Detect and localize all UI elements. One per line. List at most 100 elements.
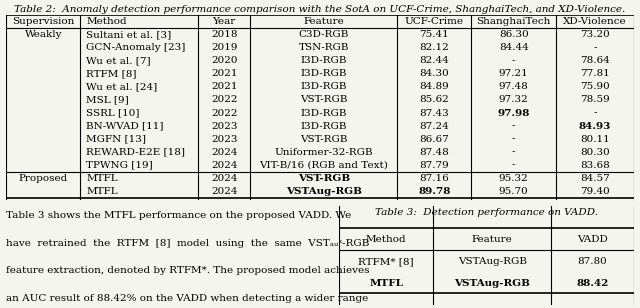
Text: VST-RGB: VST-RGB [300,95,348,104]
Text: TSN-RGB: TSN-RGB [298,43,349,52]
Text: 95.70: 95.70 [499,187,529,196]
Text: 87.24: 87.24 [419,122,449,131]
Text: Weakly: Weakly [24,30,62,39]
Text: 2024: 2024 [211,174,237,183]
Text: 2021: 2021 [211,83,237,91]
Text: 87.16: 87.16 [419,174,449,183]
Text: RTFM [8]: RTFM [8] [86,70,137,79]
Text: 95.32: 95.32 [499,174,529,183]
Text: MTFL: MTFL [86,187,118,196]
Text: ShanghaiTech: ShanghaiTech [477,18,551,26]
Text: 80.11: 80.11 [580,135,610,144]
Text: UCF-Crime: UCF-Crime [405,18,464,26]
Text: 77.81: 77.81 [580,70,610,79]
Text: 97.32: 97.32 [499,95,529,104]
Text: 75.90: 75.90 [580,83,610,91]
Text: -: - [512,122,515,131]
Text: 82.12: 82.12 [419,43,449,52]
Text: 87.79: 87.79 [419,160,449,170]
Text: RTFM* [8]: RTFM* [8] [358,257,414,266]
Text: 84.44: 84.44 [499,43,529,52]
Text: 2022: 2022 [211,95,237,104]
Text: I3D-RGB: I3D-RGB [300,70,347,79]
Text: VST-RGB: VST-RGB [298,174,350,183]
Text: 86.30: 86.30 [499,30,529,39]
Text: Feature: Feature [303,18,344,26]
Text: 2018: 2018 [211,30,237,39]
Text: have  retrained  the  RTFM  [8]  model  using  the  same  VSTₐᵤᵏ-RGB: have retrained the RTFM [8] model using … [6,239,370,248]
Text: an AUC result of 88.42% on the VADD when detecting a wider range: an AUC result of 88.42% on the VADD when… [6,294,369,303]
Text: 2024: 2024 [211,187,237,196]
Text: VIT-B/16 (RGB and Text): VIT-B/16 (RGB and Text) [259,160,388,170]
Text: VST-RGB: VST-RGB [300,135,348,144]
Text: MSL [9]: MSL [9] [86,95,129,104]
Text: feature extraction, denoted by RTFM*. The proposed model achieves: feature extraction, denoted by RTFM*. Th… [6,266,370,275]
Text: Supervision: Supervision [12,18,74,26]
Text: 83.68: 83.68 [580,160,610,170]
Text: Table 2:  Anomaly detection performance comparison with the SotA on UCF-Crime, S: Table 2: Anomaly detection performance c… [14,5,626,14]
Text: VSTAug-RGB: VSTAug-RGB [454,279,531,288]
Text: C3D-RGB: C3D-RGB [298,30,349,39]
Text: 97.98: 97.98 [497,108,530,118]
Text: MGFN [13]: MGFN [13] [86,135,147,144]
Text: -: - [512,148,515,156]
Text: 89.78: 89.78 [418,187,451,196]
Text: Uniformer-32-RGB: Uniformer-32-RGB [275,148,373,156]
Text: 2020: 2020 [211,56,237,65]
Text: Table 3:  Detection performance on VADD.: Table 3: Detection performance on VADD. [375,208,598,217]
Text: 87.48: 87.48 [419,148,449,156]
Text: Year: Year [212,18,236,26]
Text: MTFL: MTFL [369,279,403,288]
Text: 2022: 2022 [211,108,237,118]
Text: MTFL: MTFL [86,174,118,183]
Text: 2021: 2021 [211,70,237,79]
Text: -: - [593,43,596,52]
Text: Sultani et al. [3]: Sultani et al. [3] [86,30,172,39]
Text: 2023: 2023 [211,122,237,131]
Text: I3D-RGB: I3D-RGB [300,122,347,131]
Text: Method: Method [86,18,127,26]
Text: 87.43: 87.43 [419,108,449,118]
Text: VSTAug-RGB: VSTAug-RGB [458,257,527,266]
Text: Method: Method [366,235,406,244]
Text: 87.80: 87.80 [577,257,607,266]
Text: 84.30: 84.30 [419,70,449,79]
Text: 82.44: 82.44 [419,56,449,65]
Text: -: - [512,56,515,65]
Text: GCN-Anomaly [23]: GCN-Anomaly [23] [86,43,186,52]
Text: 84.93: 84.93 [579,122,611,131]
Text: -: - [512,160,515,170]
Text: SSRL [10]: SSRL [10] [86,108,140,118]
Text: Proposed: Proposed [19,174,68,183]
Text: Wu et al. [24]: Wu et al. [24] [86,83,157,91]
Text: 97.21: 97.21 [499,70,529,79]
Text: 79.40: 79.40 [580,187,610,196]
Text: I3D-RGB: I3D-RGB [300,56,347,65]
Text: 2024: 2024 [211,160,237,170]
Text: 85.62: 85.62 [419,95,449,104]
Text: 75.41: 75.41 [419,30,449,39]
Text: 80.30: 80.30 [580,148,610,156]
Text: 78.59: 78.59 [580,95,610,104]
Text: 84.89: 84.89 [419,83,449,91]
Text: 2023: 2023 [211,135,237,144]
Text: I3D-RGB: I3D-RGB [300,108,347,118]
Text: REWARD-E2E [18]: REWARD-E2E [18] [86,148,186,156]
Text: Feature: Feature [472,235,513,244]
Text: 84.57: 84.57 [580,174,610,183]
Text: 73.20: 73.20 [580,30,610,39]
Text: TPWNG [19]: TPWNG [19] [86,160,153,170]
Text: -: - [512,135,515,144]
Text: 97.48: 97.48 [499,83,529,91]
Text: Table 3 shows the MTFL performance on the proposed VADD. We: Table 3 shows the MTFL performance on th… [6,211,351,220]
Text: I3D-RGB: I3D-RGB [300,83,347,91]
Text: BN-WVAD [11]: BN-WVAD [11] [86,122,164,131]
Text: 88.42: 88.42 [576,279,609,288]
Text: XD-Violence: XD-Violence [563,18,627,26]
Text: 2024: 2024 [211,148,237,156]
Text: Wu et al. [7]: Wu et al. [7] [86,56,151,65]
Text: VSTAug-RGB: VSTAug-RGB [285,187,362,196]
Text: 86.67: 86.67 [419,135,449,144]
Text: 2019: 2019 [211,43,237,52]
Text: 78.64: 78.64 [580,56,610,65]
